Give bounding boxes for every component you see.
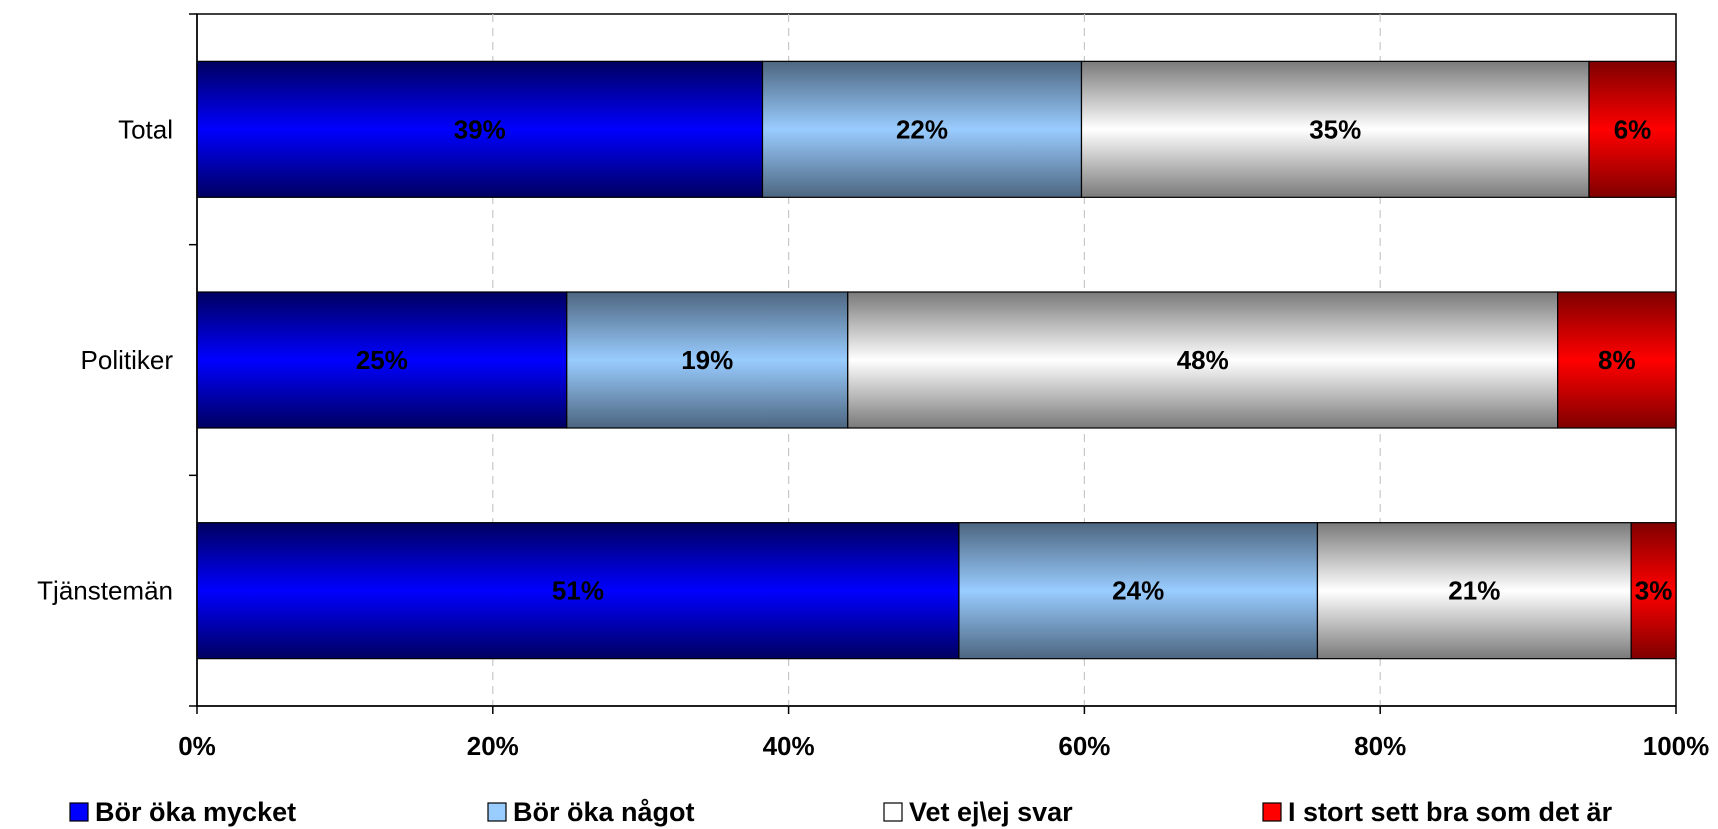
data-label: 51%: [552, 576, 604, 606]
legend: Bör öka mycket Bör öka något Vet ej\ej sva…: [69, 797, 1613, 827]
x-tick-label: 0%: [178, 731, 216, 761]
legend-swatch: [487, 802, 507, 822]
legend-swatch: [69, 802, 89, 822]
data-label: 35%: [1309, 114, 1361, 144]
category-label: Total: [118, 114, 173, 144]
bar-segment: [196, 60, 764, 198]
x-tick-label: 40%: [763, 731, 815, 761]
data-label: 39%: [454, 114, 506, 144]
axes: Total Politiker Tjänstemän 0% 20% 40% 60% 80% 10…: [37, 13, 1710, 761]
category-label: Politiker: [81, 345, 174, 375]
bar-segment: [1588, 60, 1677, 198]
bar-segment: [1316, 522, 1632, 660]
legend-label: Bör öka mycket: [95, 797, 296, 827]
data-label: 48%: [1177, 345, 1229, 375]
bars: 39% 22% 35% 6% 25% 19% 48% 8% 51% 24% 21% 3%: [196, 60, 1677, 660]
bar-segment: [196, 291, 568, 429]
bar-segment: [761, 60, 1083, 198]
x-tick-label: 20%: [467, 731, 519, 761]
legend-swatch: [1262, 802, 1282, 822]
bar-segment: [566, 291, 849, 429]
bar-segment: [958, 522, 1319, 660]
x-tick-label: 60%: [1058, 731, 1110, 761]
data-label: 8%: [1598, 345, 1636, 375]
data-label: 6%: [1614, 114, 1652, 144]
x-tick-label: 100%: [1643, 731, 1710, 761]
data-label: 22%: [896, 114, 948, 144]
legend-label: I stort sett bra som det är: [1288, 797, 1613, 827]
legend-swatch: [883, 802, 903, 822]
bar-segment: [1557, 291, 1677, 429]
data-label: 25%: [356, 345, 408, 375]
data-label: 19%: [681, 345, 733, 375]
data-label: 3%: [1635, 576, 1673, 606]
bar-segment: [847, 291, 1559, 429]
bar-segment: [1630, 522, 1677, 660]
category-label: Tjänstemän: [37, 576, 173, 606]
data-label: 21%: [1448, 576, 1500, 606]
data-label: 24%: [1112, 576, 1164, 606]
x-tick-label: 80%: [1354, 731, 1406, 761]
legend-label: Vet ej\ej svar: [909, 797, 1073, 827]
legend-label: Bör öka något: [513, 797, 695, 827]
bar-segment: [1080, 60, 1590, 198]
